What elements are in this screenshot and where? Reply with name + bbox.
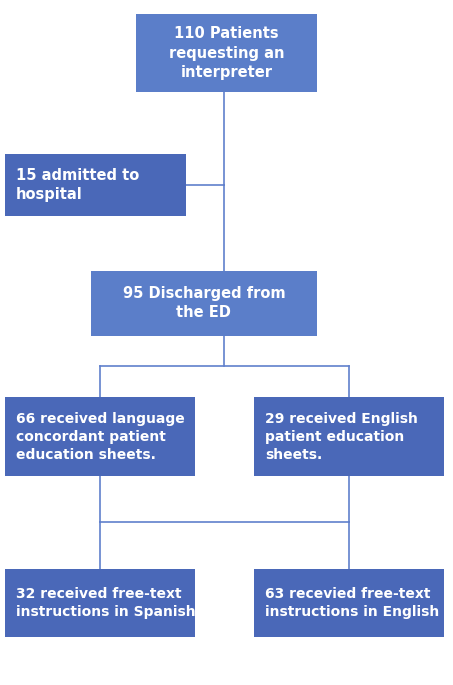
Text: 29 received English
patient education
sheets.: 29 received English patient education sh… bbox=[265, 412, 418, 462]
FancyBboxPatch shape bbox=[5, 154, 186, 216]
FancyBboxPatch shape bbox=[254, 397, 444, 476]
Text: 110 Patients
requesting an
interpreter: 110 Patients requesting an interpreter bbox=[169, 27, 284, 79]
Text: 95 Discharged from
the ED: 95 Discharged from the ED bbox=[123, 286, 285, 320]
FancyBboxPatch shape bbox=[5, 397, 195, 476]
Text: 15 admitted to
hospital: 15 admitted to hospital bbox=[16, 168, 139, 202]
FancyBboxPatch shape bbox=[5, 569, 195, 637]
FancyBboxPatch shape bbox=[136, 14, 317, 92]
Text: 66 received language
concordant patient
education sheets.: 66 received language concordant patient … bbox=[16, 412, 185, 462]
FancyBboxPatch shape bbox=[254, 569, 444, 637]
Text: 63 recevied free-text
instructions in English: 63 recevied free-text instructions in En… bbox=[265, 587, 439, 619]
Text: 32 received free-text
instructions in Spanish: 32 received free-text instructions in Sp… bbox=[16, 587, 196, 619]
FancyBboxPatch shape bbox=[91, 271, 317, 336]
